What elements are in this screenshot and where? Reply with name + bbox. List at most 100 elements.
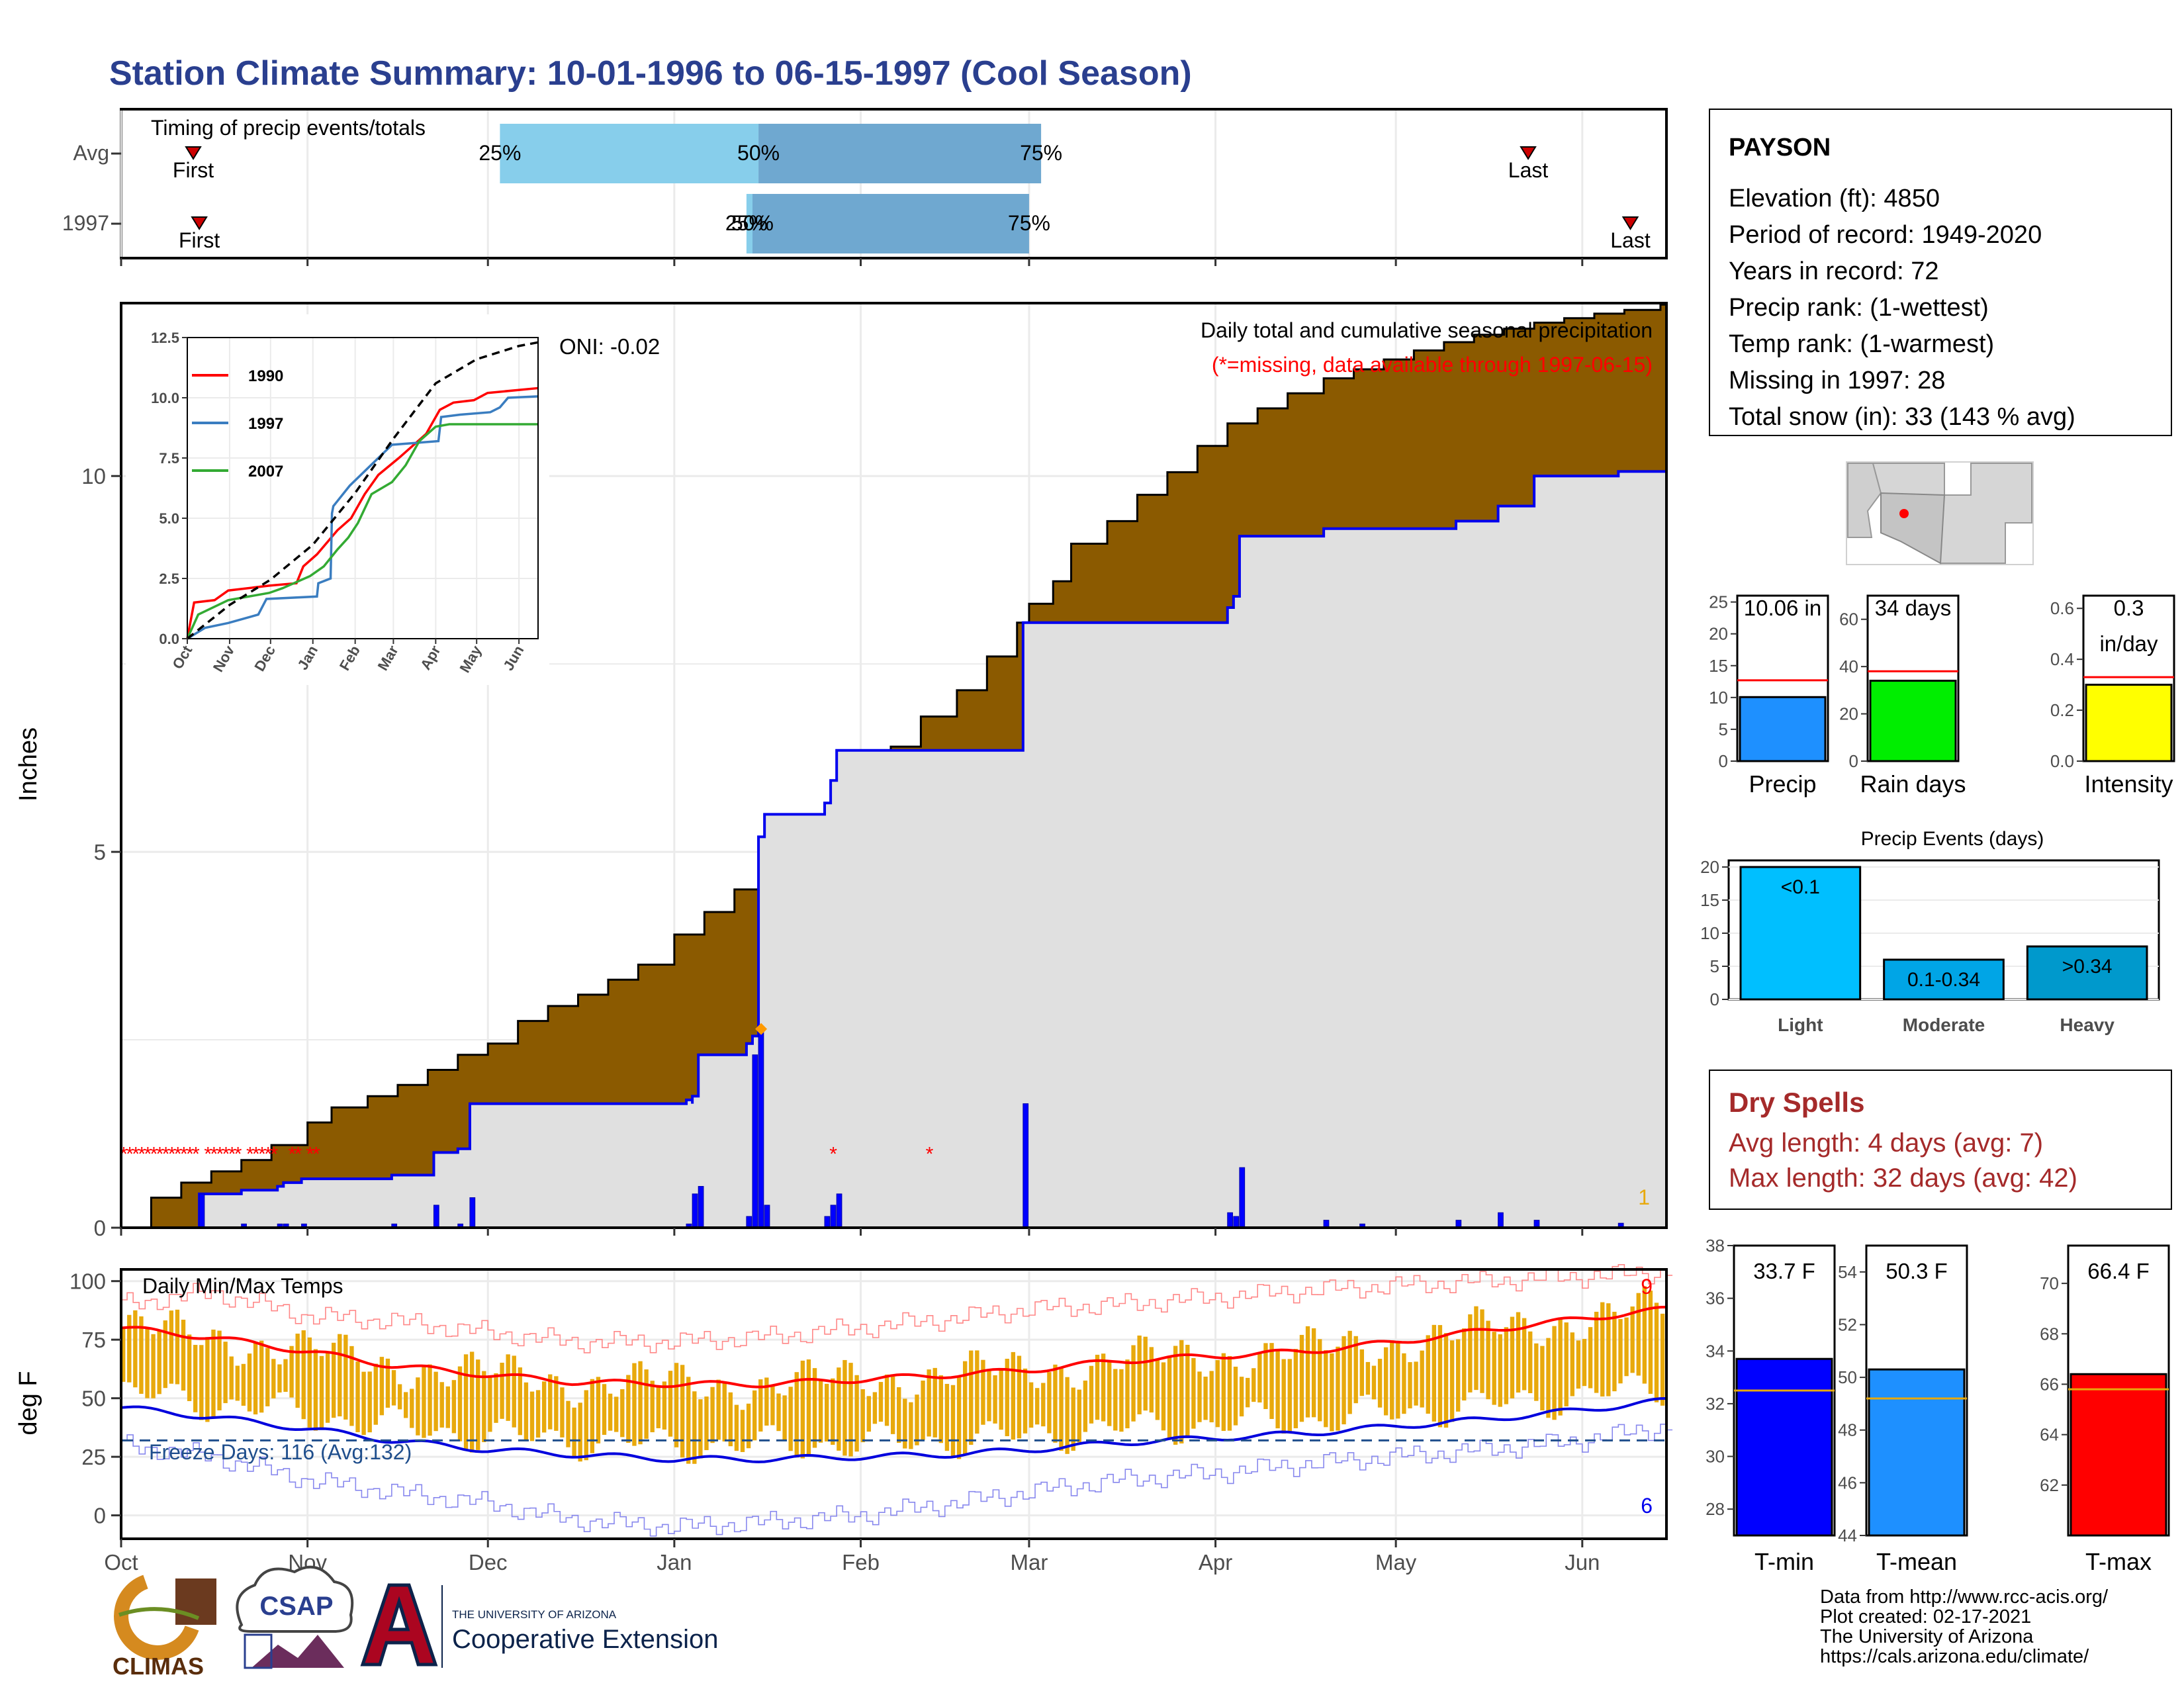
daily-temp-bar	[121, 1328, 126, 1382]
summary-category-label: Rain days	[1860, 770, 1966, 798]
daily-temp-bar	[993, 1375, 997, 1424]
missing-day-marker: *	[180, 1143, 188, 1165]
daily-temp-bar	[764, 1377, 769, 1426]
precip-subtitle: (*=missing, data available through 1997-…	[1212, 353, 1653, 377]
station-line: Precip rank: (1-wettest)	[1729, 294, 1989, 322]
daily-temp-bar	[1137, 1335, 1142, 1414]
missing-day-marker: *	[150, 1143, 158, 1165]
daily-temp-bar	[1131, 1345, 1136, 1422]
timing-percentile-label: 25%	[725, 211, 768, 235]
events-bar-label: 0.1-0.34	[1907, 969, 1980, 991]
missing-day-marker: *	[168, 1143, 176, 1165]
daily-temp-bar	[969, 1350, 974, 1445]
temps-y-tick-label: 50	[81, 1387, 106, 1411]
daily-temp-bar	[981, 1359, 985, 1425]
daily-temp-bar	[728, 1392, 733, 1447]
daily-temp-bar	[1437, 1325, 1443, 1428]
daily-precip-bar	[698, 1186, 704, 1228]
inset-y-tick-label: 0.0	[159, 631, 179, 647]
summary-category-label: T-min	[1754, 1548, 1814, 1575]
daily-temp-bar	[319, 1355, 324, 1429]
summary-y-tick-label: 28	[1706, 1499, 1725, 1519]
daily-temp-bar	[1053, 1364, 1058, 1443]
daily-temp-bar	[1443, 1333, 1449, 1428]
cumulative-1997-area	[121, 471, 1666, 1228]
summary-value-label: 10.06 in	[1744, 596, 1821, 620]
daily-temp-bar	[265, 1348, 270, 1406]
daily-temp-bar	[211, 1329, 216, 1418]
daily-temp-bar	[404, 1392, 408, 1418]
freeze-days-label: Freeze Days: 116 (Avg:132)	[149, 1440, 412, 1464]
inset-legend-label: 1997	[248, 415, 283, 433]
summary-y-tick-label: 38	[1706, 1236, 1725, 1256]
daily-temp-bar	[668, 1371, 673, 1437]
daily-temp-bar	[391, 1370, 396, 1406]
inset-frame	[187, 337, 539, 639]
missing-day-marker: *	[258, 1143, 266, 1165]
summary-category-label: Intensity	[2084, 770, 2173, 798]
daily-temp-bar	[1028, 1382, 1034, 1428]
summary-bar	[1739, 696, 1827, 762]
missing-day-marker: *	[829, 1143, 837, 1165]
daily-temp-bar	[1576, 1340, 1581, 1389]
daily-temp-bar	[139, 1316, 144, 1394]
events-y-tick-label: 15	[1700, 890, 1719, 910]
daily-temp-bar	[343, 1334, 348, 1420]
daily-temp-bar	[541, 1381, 547, 1433]
daily-temp-bar	[1233, 1366, 1238, 1426]
timing-bar-25-50	[500, 124, 759, 183]
summary-y-tick-label: 54	[1838, 1262, 1857, 1282]
ua-a-icon	[360, 1583, 438, 1667]
daily-temp-bar	[1107, 1361, 1112, 1426]
daily-precip-bar	[824, 1216, 831, 1228]
daily-temp-bar	[451, 1380, 457, 1434]
summary-y-tick-label: 0	[1719, 751, 1728, 771]
daily-temp-bar	[1246, 1377, 1250, 1408]
daily-precip-bar	[758, 1032, 764, 1228]
daily-temp-bar	[1281, 1359, 1286, 1434]
station-info-box: PAYSON Elevation (ft): 4850 Period of re…	[1709, 109, 2172, 436]
daily-temp-bar	[1426, 1335, 1430, 1414]
month-tick-label: Feb	[842, 1550, 880, 1575]
daily-temp-bar	[1167, 1356, 1172, 1440]
events-y-tick-label: 5	[1710, 956, 1719, 976]
daily-temp-bar	[566, 1400, 570, 1447]
daily-temp-bar	[1083, 1380, 1088, 1432]
daily-temp-bar	[457, 1366, 463, 1441]
daily-temp-bar	[1498, 1334, 1502, 1407]
daily-temp-bar	[1492, 1332, 1496, 1405]
station-location-marker	[1899, 509, 1909, 518]
station-line: Missing in 1997: 28	[1729, 367, 1945, 394]
inset-legend-label: 2007	[248, 463, 283, 480]
daily-temp-bar	[548, 1374, 553, 1430]
daily-temp-bar	[1642, 1286, 1647, 1384]
daily-temp-bar	[1035, 1388, 1040, 1425]
daily-temp-bar	[860, 1389, 865, 1443]
daily-temp-bar	[373, 1363, 378, 1425]
daily-temp-bar	[1474, 1306, 1479, 1391]
daily-temp-bar	[1600, 1302, 1605, 1397]
precip-title: Daily total and cumulative seasonal prec…	[1201, 318, 1653, 342]
dry-spells-avg: Avg length: 4 days (avg: 7)	[1729, 1128, 2043, 1158]
daily-temp-bar	[422, 1366, 426, 1438]
daily-precip-bar	[199, 1193, 205, 1228]
avg-max-line	[120, 1305, 1667, 1389]
daily-temp-bar	[1552, 1326, 1557, 1420]
summary-bar	[1735, 1357, 1833, 1537]
missing-day-marker: *	[228, 1143, 236, 1165]
daily-temp-bar	[175, 1309, 180, 1385]
daily-temp-bar	[1179, 1340, 1184, 1443]
daily-temp-bar	[1077, 1389, 1081, 1443]
daily-temp-bar	[626, 1375, 631, 1443]
daily-temp-bar	[560, 1387, 565, 1438]
summary-category-label: T-mean	[1876, 1548, 1957, 1575]
oni-label: ONI: -0.02	[559, 334, 660, 359]
inset-legend-label: 1990	[248, 367, 283, 385]
daily-temp-bar	[1275, 1351, 1280, 1429]
daily-temp-bar	[1612, 1312, 1617, 1392]
daily-temp-bar	[1047, 1372, 1052, 1434]
summary-value-label: 0.3	[2114, 596, 2144, 620]
